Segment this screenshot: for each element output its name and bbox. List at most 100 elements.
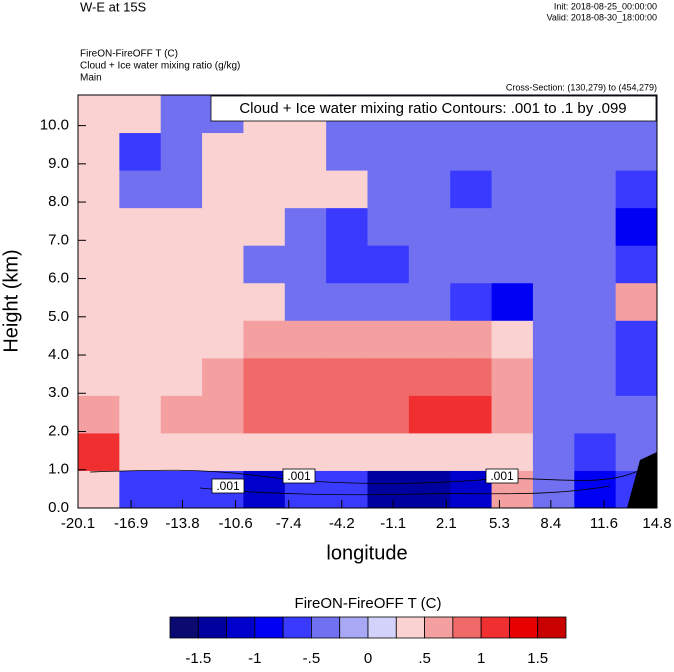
x-tick-label: -20.1 [61,515,95,532]
y-tick-label: 0.0 [48,499,69,516]
field-cell [532,207,575,246]
field-cell [78,95,120,134]
field-cell [574,395,617,434]
field-cell [491,132,534,171]
y-tick-label: 8.0 [48,193,69,210]
x-tick-label: -16.9 [114,515,148,532]
field-cell [450,282,493,321]
field-cell [367,245,410,284]
field-cell [202,357,244,396]
subtitle: Main [80,73,102,84]
field-cell [532,320,575,359]
colorbar-box [424,616,454,639]
field-cell [326,432,368,471]
field-cell [450,432,493,471]
field-cell [243,282,286,321]
field-cell [202,282,244,321]
field-cell [78,320,120,359]
field-cell [119,132,162,171]
field-cell [284,432,327,471]
contour-label-box [282,468,316,484]
colorbar-tick-label: -1.5 [185,650,211,667]
colorbar-title: FireON-FireOFF T (C) [295,595,442,612]
y-tick-label: 3.0 [48,384,69,401]
field-cell [367,320,410,359]
colorbar-tick-label: 1 [477,650,485,667]
field-cell [574,170,617,209]
field-cell [243,170,286,209]
contour-title: Cloud + Ice water mixing ratio (g/kg) [80,61,240,72]
field-cell [202,132,244,171]
field-cell [119,245,162,284]
field-cell [78,395,120,434]
y-tick-label: 10.0 [40,117,69,134]
field-cell [243,207,286,246]
contour-label: .001 [287,469,311,483]
chart-title: W-E at 15S [80,0,147,14]
field-cell [78,432,120,471]
field-cell [119,282,162,321]
field-cell [450,320,493,359]
x-tick-label: 2.1 [436,515,457,532]
field-cell [243,470,286,509]
field-cell [78,245,120,284]
colorbar-box [509,616,539,639]
contour-label-box [485,468,519,484]
field-cell [284,320,327,359]
field [78,95,658,509]
field-cell [408,245,451,284]
field-cell [491,207,534,246]
field-cell [326,245,368,284]
field-cell [243,395,286,434]
field-cell [532,357,575,396]
field-cell [491,320,534,359]
x-tick-label: -13.8 [165,515,199,532]
field-cell [284,245,327,284]
field-cell [243,320,286,359]
field-cell [450,470,493,509]
field-cell [574,470,617,509]
field-cell [532,170,575,209]
field-cell [119,395,162,434]
field-cell [160,95,203,134]
field-cell [326,207,368,246]
field-cell [243,245,286,284]
field-cell [615,320,658,359]
field-cell [284,395,327,434]
field-cell [491,432,534,471]
field-cell [160,207,203,246]
field-cell [326,170,368,209]
field-cell [367,207,410,246]
field-cell [367,470,410,509]
terrain [627,452,657,508]
cross-section: Cross-Section: (130,279) to (454,279) [506,82,657,92]
y-tick-label: 4.0 [48,346,69,363]
field-cell [202,170,244,209]
field-cell [326,320,368,359]
field-cell [160,357,203,396]
x-tick-label: 11.6 [590,515,618,532]
field-cell [160,320,203,359]
field-cell [367,432,410,471]
field-cell [78,282,120,321]
colorbar-tick-label: -1 [248,650,261,667]
colorbar-tick-label: 0 [364,650,372,667]
field-cell [491,357,534,396]
field-cell [78,357,120,396]
field-cell [119,320,162,359]
field-cell [284,170,327,209]
field-cell [284,132,327,171]
colorbar-tick-label: -.5 [303,650,321,667]
field-cell [574,207,617,246]
field-cell [408,432,451,471]
field-cell [532,470,575,509]
field-cell [202,320,244,359]
field-cell [450,395,493,434]
field-cell [326,470,368,509]
field-cell [160,432,203,471]
field-title: FireON-FireOFF T (C) [80,49,178,60]
colorbar-tick-label: .5 [418,650,431,667]
field-cell [408,395,451,434]
field-cell [574,432,617,471]
